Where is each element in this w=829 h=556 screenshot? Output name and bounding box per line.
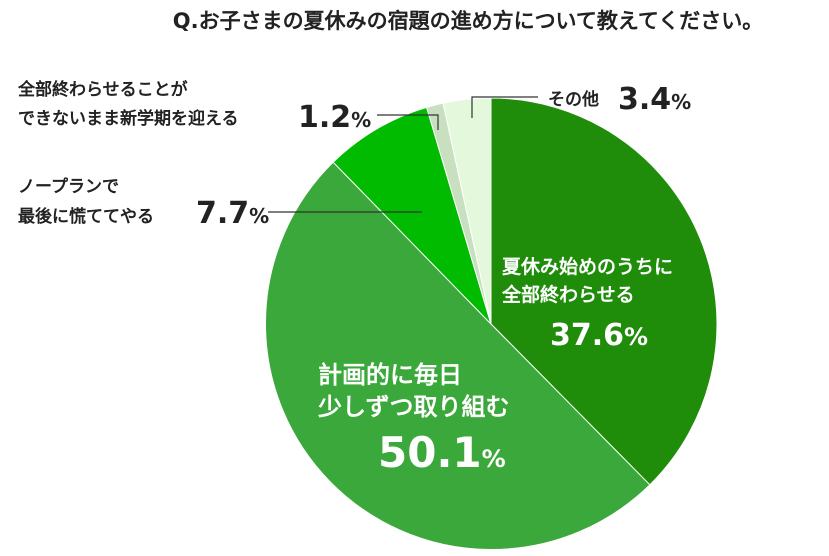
slice-label-group-1: 計画的に毎日 少しずつ取り組む 50.1%	[317, 361, 510, 477]
slice-value-0: 37.6%	[550, 318, 648, 353]
chart-title: Q.お子さまの夏休みの宿題の進め方について教えてください。	[173, 9, 764, 33]
slice-value-2-unit: %	[249, 204, 269, 228]
slice-value-3: 1.2%	[298, 100, 371, 135]
slice-label-1-line-1: 少しずつ取り組む	[317, 393, 510, 421]
slice-value-4-number: 3.4	[618, 82, 671, 117]
slice-value-2: 7.7%	[196, 196, 269, 231]
slice-label-4-line-0: その他	[548, 89, 599, 110]
leader-line-3	[377, 114, 439, 130]
slice-value-4: 3.4%	[618, 82, 691, 117]
pie-slices	[265, 97, 718, 551]
slice-value-2-number: 7.7	[196, 196, 249, 231]
pie-slice-2	[332, 106, 492, 325]
slice-label-group-3: 全部終わらせることが できないまま新学期を迎える 1.2%	[17, 79, 439, 135]
slice-label-2-line-0: ノープランで	[18, 176, 119, 197]
pie-slice-1	[265, 161, 651, 551]
slice-label-2-line-1: 最後に慌ててやる	[18, 206, 154, 227]
slice-label-group-0: 夏休み始めのうちに 全部終わらせる 37.6%	[501, 255, 673, 353]
slice-value-3-number: 1.2	[298, 100, 351, 135]
slice-value-3-unit: %	[351, 108, 371, 132]
slice-value-1-unit: %	[482, 445, 506, 473]
slice-label-group-2: ノープランで 最後に慌ててやる 7.7%	[18, 176, 422, 231]
slice-label-3-line-0: 全部終わらせることが	[17, 79, 188, 100]
slice-value-0-unit: %	[624, 323, 648, 351]
pie-slice-4	[442, 97, 492, 325]
slice-value-1: 50.1%	[378, 428, 506, 477]
slice-label-group-4: その他 3.4%	[471, 82, 691, 118]
slice-label-0-line-0: 夏休み始めのうちに	[502, 255, 673, 278]
slice-label-0-line-1: 全部終わらせる	[501, 283, 635, 306]
slice-value-4-unit: %	[671, 90, 691, 114]
slice-label-3-line-1: できないまま新学期を迎える	[18, 108, 239, 129]
pie-slice-0	[490, 97, 718, 486]
slice-label-1-line-0: 計画的に毎日	[318, 361, 462, 389]
slice-value-1-number: 50.1	[378, 428, 482, 477]
leader-line-4	[471, 96, 538, 118]
slice-value-0-number: 37.6	[550, 318, 624, 353]
